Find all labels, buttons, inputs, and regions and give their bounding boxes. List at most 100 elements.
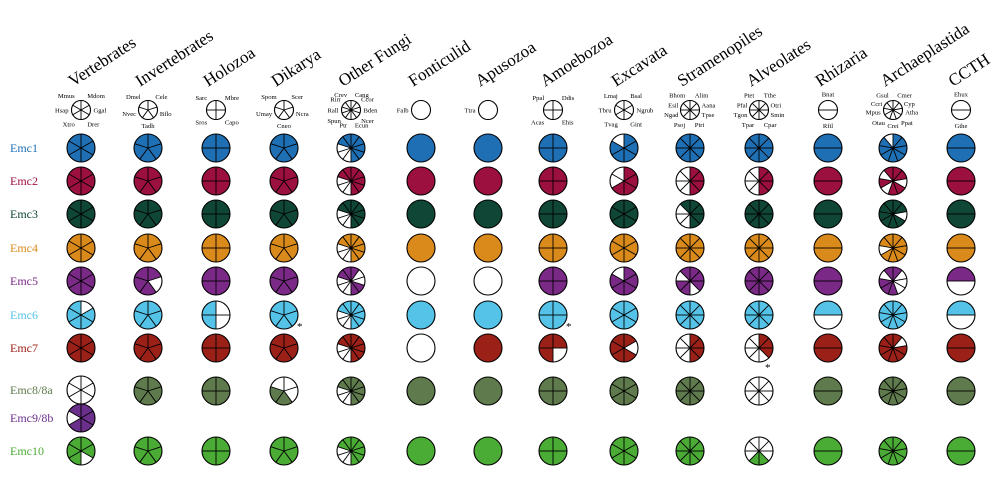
pie-sector xyxy=(284,209,298,226)
pie-divider xyxy=(350,180,365,186)
pie-sector xyxy=(749,267,759,281)
pie-sector xyxy=(134,446,148,463)
pie-sector xyxy=(893,391,906,405)
pie-sector xyxy=(610,384,624,398)
pie-divider xyxy=(134,386,149,392)
pie-sector xyxy=(749,148,759,162)
pie-sector xyxy=(893,102,903,110)
pie-sector xyxy=(690,305,704,315)
pie-sector xyxy=(216,100,226,110)
pie-sector xyxy=(67,241,81,255)
pie-sector xyxy=(216,148,230,162)
pie-divider xyxy=(892,448,907,452)
pie-divider xyxy=(342,439,352,452)
pie-sector xyxy=(676,148,690,158)
pie-divider xyxy=(68,347,82,356)
cell-emc2-rhizaria xyxy=(813,166,843,196)
pie-outline xyxy=(66,333,96,363)
pie-sector xyxy=(351,136,365,148)
pie-sector xyxy=(270,386,284,403)
pie-sector xyxy=(759,181,773,191)
pie-divider xyxy=(879,388,894,392)
pie-sector xyxy=(879,211,893,221)
cell-emc5-holozoa xyxy=(201,266,231,296)
cell-emc3-dikarya xyxy=(269,199,299,229)
pie-divider xyxy=(134,176,149,182)
pie-divider xyxy=(623,314,637,323)
pie-sector xyxy=(879,270,893,281)
pie-sector xyxy=(337,136,351,148)
pie-divider xyxy=(883,303,894,316)
cell-emc6-fonticulid xyxy=(406,300,436,330)
pie-divider xyxy=(275,347,285,360)
pie-outline xyxy=(679,99,701,121)
pie-sector xyxy=(67,141,81,155)
cell-emc2-dikarya xyxy=(269,166,299,196)
pie-divider xyxy=(748,314,760,326)
pie-sector xyxy=(270,310,284,327)
pie-sector xyxy=(202,451,216,465)
pie-outline xyxy=(273,99,295,121)
pie-divider xyxy=(147,213,157,226)
species-label: Tvag xyxy=(604,121,618,128)
species-label: Rfil xyxy=(823,123,833,130)
pie-sector xyxy=(690,103,700,110)
pie-sector xyxy=(893,134,902,148)
asterisk-mark: * xyxy=(297,321,303,333)
pie-divider xyxy=(879,145,894,149)
pie-divider xyxy=(350,247,365,253)
species-key-circle xyxy=(817,99,839,121)
species-key-circle xyxy=(205,99,227,121)
pie-sector xyxy=(406,199,436,229)
pie-divider xyxy=(283,213,293,226)
pie-divider xyxy=(892,280,906,289)
pie-sector xyxy=(473,166,503,196)
pie-divider xyxy=(342,247,352,260)
pie-divider xyxy=(139,314,149,327)
pie-sector xyxy=(270,343,284,360)
pie-divider xyxy=(887,280,894,295)
pie-divider xyxy=(758,147,770,159)
pie-sector xyxy=(884,377,893,391)
pie-divider xyxy=(283,209,298,215)
pie-sector xyxy=(148,276,162,293)
pie-divider xyxy=(147,347,157,360)
pie-sector xyxy=(745,281,759,291)
pie-divider xyxy=(68,417,82,426)
cell-emc4-excavata xyxy=(609,233,639,263)
pie-sector xyxy=(553,110,563,120)
pie-sector xyxy=(337,348,351,360)
pie-sector xyxy=(879,312,893,322)
pie-divider xyxy=(350,243,365,249)
species-key-amoebozoa: Ddis Ehis Acas Ppal xyxy=(531,95,575,126)
pie-sector xyxy=(139,281,157,295)
pie-divider xyxy=(80,104,90,111)
pie-sector xyxy=(759,348,769,362)
species-label: Gthe xyxy=(955,123,968,130)
pie-sector xyxy=(202,377,216,391)
pie-divider xyxy=(270,143,285,149)
pie-sector xyxy=(676,204,690,214)
pie-sector xyxy=(879,448,893,458)
cell-emc5-excavata xyxy=(609,266,639,296)
pie-divider xyxy=(68,307,82,316)
pie-outline xyxy=(813,133,843,163)
pie-divider xyxy=(748,137,760,149)
pie-divider xyxy=(80,307,94,316)
pie-divider xyxy=(68,273,82,282)
pie-sector xyxy=(880,148,893,162)
cell-emc7-ccth xyxy=(946,333,976,363)
pie-sector xyxy=(351,248,365,260)
species-keys: Mdom Ggal Drer Xtro Hsap Mmus Cele Bflo Tadh Nvec… xyxy=(55,92,972,130)
pie-sector xyxy=(690,315,704,325)
pie-divider xyxy=(623,347,637,356)
pie-divider xyxy=(80,109,90,116)
pie-outline xyxy=(201,300,231,330)
cell-emc1-archaeplastida xyxy=(878,133,908,163)
pie-divider xyxy=(689,170,701,182)
pie-sector xyxy=(406,300,436,330)
species-key-circle xyxy=(410,99,432,121)
pie-sector xyxy=(749,234,759,248)
pie-divider xyxy=(892,312,907,316)
pie-sector xyxy=(67,274,81,288)
